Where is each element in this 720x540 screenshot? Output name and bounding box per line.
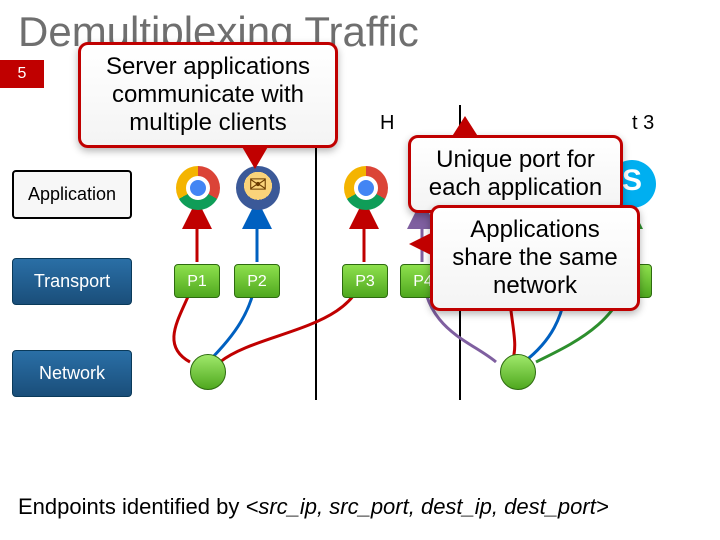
- footer-text: Endpoints identified by <src_ip, src_por…: [18, 494, 609, 520]
- network-node: [190, 354, 226, 390]
- chrome-icon: [176, 166, 220, 210]
- callout-server-apps: Server applications communicate with mul…: [78, 42, 338, 148]
- footer-tuple: <src_ip, src_port, dest_ip, dest_port>: [246, 494, 609, 519]
- layer-transport-label: Transport: [12, 258, 132, 305]
- layer-network-label: Network: [12, 350, 132, 397]
- slide: { "title": "Demultiplexing Traffic", "pa…: [0, 0, 720, 540]
- chrome-icon: [344, 166, 388, 210]
- footer-prefix: Endpoints identified by: [18, 494, 246, 519]
- page-number-badge: 5: [0, 60, 44, 88]
- port-p3: P3: [342, 264, 388, 298]
- network-node: [500, 354, 536, 390]
- mail-icon: [236, 166, 280, 210]
- host3-label: t 3: [632, 112, 654, 135]
- callout-unique-port: Unique port for each application: [408, 135, 623, 213]
- layer-application-label: Application: [12, 170, 132, 219]
- host2-label: H: [380, 112, 394, 135]
- callout-apps-share-network: Applications share the same network: [430, 205, 640, 311]
- port-p1: P1: [174, 264, 220, 298]
- port-p2: P2: [234, 264, 280, 298]
